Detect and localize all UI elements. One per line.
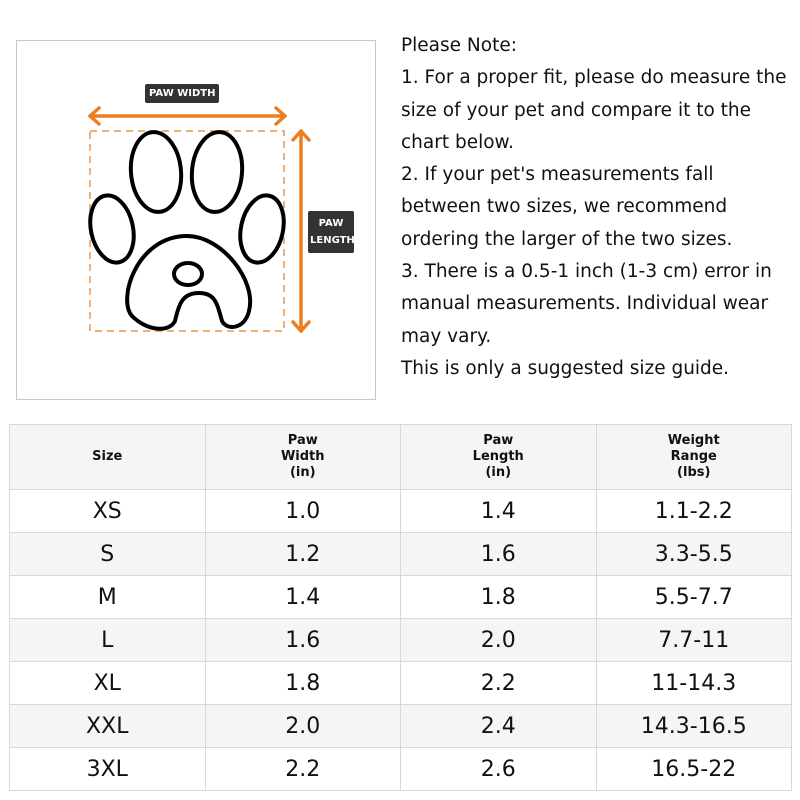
cell-size: M — [9, 575, 206, 619]
table-row: 3XL 2.2 2.6 16.5-22 — [9, 747, 792, 791]
cell-weight-range: 14.3-16.5 — [595, 704, 792, 748]
paw-bounding-box — [89, 130, 285, 332]
cell-paw-width: 1.4 — [204, 575, 401, 619]
cell-weight-range: 7.7-11 — [595, 618, 792, 662]
cell-paw-length: 2.6 — [400, 747, 597, 791]
cell-paw-length: 2.2 — [400, 661, 597, 705]
header-size: Size — [9, 424, 206, 490]
notes-disclaimer: This is only a suggested size guide. — [401, 357, 730, 379]
paw-width-label: PAW WIDTH — [145, 84, 220, 103]
cell-weight-range: 5.5-7.7 — [595, 575, 792, 619]
cell-paw-width: 1.8 — [204, 661, 401, 705]
header-text: Weight — [667, 433, 720, 448]
cell-paw-width: 2.0 — [204, 704, 401, 748]
header-text: Paw — [287, 433, 318, 448]
header-text: (lbs) — [677, 465, 711, 480]
cell-paw-length: 2.4 — [400, 704, 597, 748]
cell-paw-width: 2.2 — [204, 747, 401, 791]
cell-paw-length: 1.6 — [400, 532, 597, 576]
table-row: XL 1.8 2.2 11-14.3 — [9, 661, 792, 705]
note-item: 1. For a proper fit, please do measure t… — [401, 67, 787, 153]
cell-paw-length: 2.0 — [400, 618, 597, 662]
cell-size: XL — [9, 661, 206, 705]
header-paw-length: Paw Length (in) — [400, 424, 597, 490]
table-row: XS 1.0 1.4 1.1-2.2 — [9, 489, 792, 533]
header-text: (in) — [289, 465, 316, 480]
header-text: Paw — [483, 433, 514, 448]
cell-size: S — [9, 532, 206, 576]
length-arrow-icon — [291, 129, 311, 333]
cell-weight-range: 3.3-5.5 — [595, 532, 792, 576]
header-text: Size — [92, 449, 123, 464]
header-paw-width: Paw Width (in) — [204, 424, 401, 490]
table-row: M 1.4 1.8 5.5-7.7 — [9, 575, 792, 619]
table-body: XS 1.0 1.4 1.1-2.2 S 1.2 1.6 3.3-5.5 M 1.4 1.8 5.5-… — [9, 489, 792, 791]
cell-paw-length: 1.4 — [400, 489, 597, 533]
cell-weight-range: 11-14.3 — [595, 661, 792, 705]
cell-paw-length: 1.8 — [400, 575, 597, 619]
table-row: XXL 2.0 2.4 14.3-16.5 — [9, 704, 792, 748]
cell-weight-range: 16.5-22 — [595, 747, 792, 791]
header-text: Range — [670, 449, 717, 464]
width-arrow-icon — [88, 106, 287, 126]
table-row: L 1.6 2.0 7.7-11 — [9, 618, 792, 662]
size-notes: Please Note: 1. For a proper fit, please… — [401, 30, 796, 385]
paw-length-label-line2: LENGTH — [310, 235, 355, 246]
note-item: 2. If your pet's measurements fall betwe… — [401, 164, 733, 250]
cell-size: L — [9, 618, 206, 662]
cell-size: XXL — [9, 704, 206, 748]
note-item: 3. There is a 0.5-1 inch (1-3 cm) error … — [401, 261, 772, 347]
header-text: Width — [280, 449, 325, 464]
cell-paw-width: 1.6 — [204, 618, 401, 662]
cell-paw-width: 1.2 — [204, 532, 401, 576]
notes-heading: Please Note: — [401, 35, 517, 56]
cell-weight-range: 1.1-2.2 — [595, 489, 792, 533]
cell-size: XS — [9, 489, 206, 533]
paw-measurement-diagram: PAW WIDTH PAW LENGTH — [16, 40, 376, 400]
table-row: S 1.2 1.6 3.3-5.5 — [9, 532, 792, 576]
size-chart-table: Size Paw Width (in) Paw Length (in) Weight Ra… — [9, 424, 792, 791]
header-text: Length — [472, 449, 524, 464]
header-weight-range: Weight Range (lbs) — [595, 424, 792, 490]
paw-length-label: PAW LENGTH — [308, 211, 355, 253]
paw-print-icon — [88, 106, 311, 333]
cell-size: 3XL — [9, 747, 206, 791]
cell-paw-width: 1.0 — [204, 489, 401, 533]
header-text: (in) — [485, 465, 512, 480]
table-header-row: Size Paw Width (in) Paw Length (in) Weight Ra… — [9, 424, 792, 490]
paw-length-label-line1: PAW — [318, 218, 344, 229]
